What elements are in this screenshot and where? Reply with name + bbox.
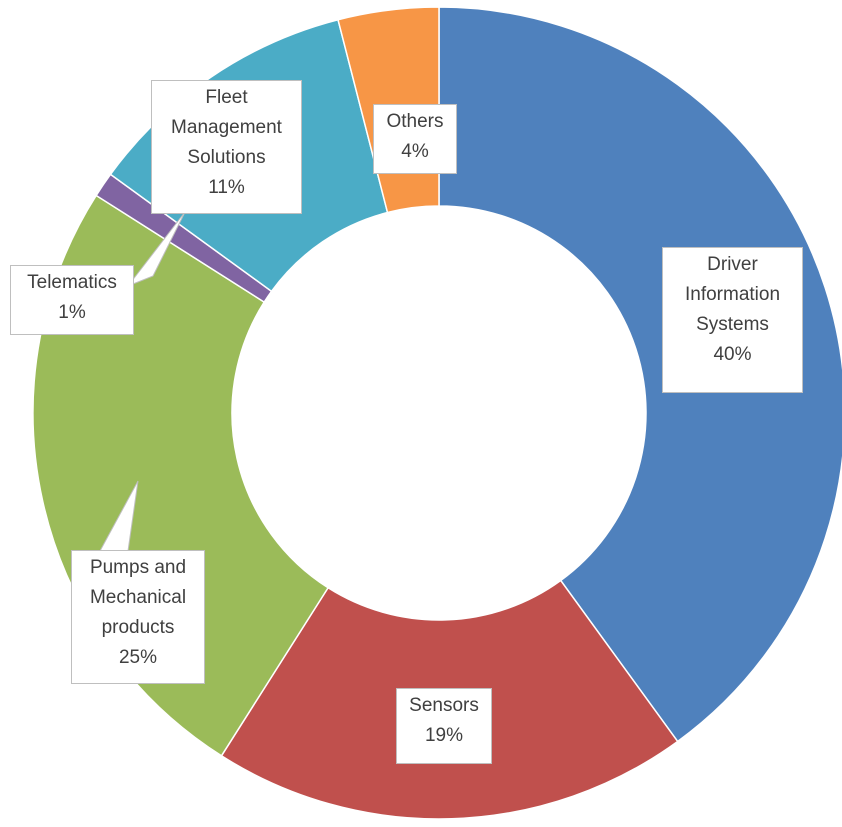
label-percent: 19% [424, 725, 464, 746]
label-line: Solutions [187, 147, 266, 168]
data-label-pumps-and-mechanical-products: Pumps and Mechanical products 25% [71, 550, 205, 684]
label-line: Systems [696, 314, 769, 335]
label-line: Fleet [205, 87, 248, 108]
callout-pointer-telematics [126, 211, 186, 288]
label-line: Pumps and [89, 557, 187, 578]
label-line: Driver [707, 254, 758, 275]
label-line: Others [386, 111, 444, 132]
label-percent: 40% [713, 344, 752, 365]
label-line: Information [684, 284, 781, 305]
label-line: products [101, 617, 175, 638]
label-line: Sensors [409, 695, 479, 716]
data-label-fleet-management-solutions: Fleet Management Solutions 11% [151, 80, 302, 214]
label-line: Mechanical [89, 587, 187, 608]
data-label-telematics: Telematics 1% [10, 265, 134, 335]
label-percent: 25% [118, 647, 158, 668]
data-label-others: Others 4% [373, 104, 457, 174]
leader-lines-group [99, 211, 186, 552]
label-percent: 1% [58, 302, 86, 323]
data-label-driver-information-systems: Driver Information Systems 40% [662, 247, 803, 393]
label-percent: 11% [208, 177, 245, 198]
label-line: Management [171, 117, 282, 138]
label-percent: 4% [401, 141, 429, 162]
data-label-sensors: Sensors 19% [396, 688, 492, 764]
label-line: Telematics [27, 272, 117, 293]
slice-driver-information-systems [438, 6, 842, 743]
